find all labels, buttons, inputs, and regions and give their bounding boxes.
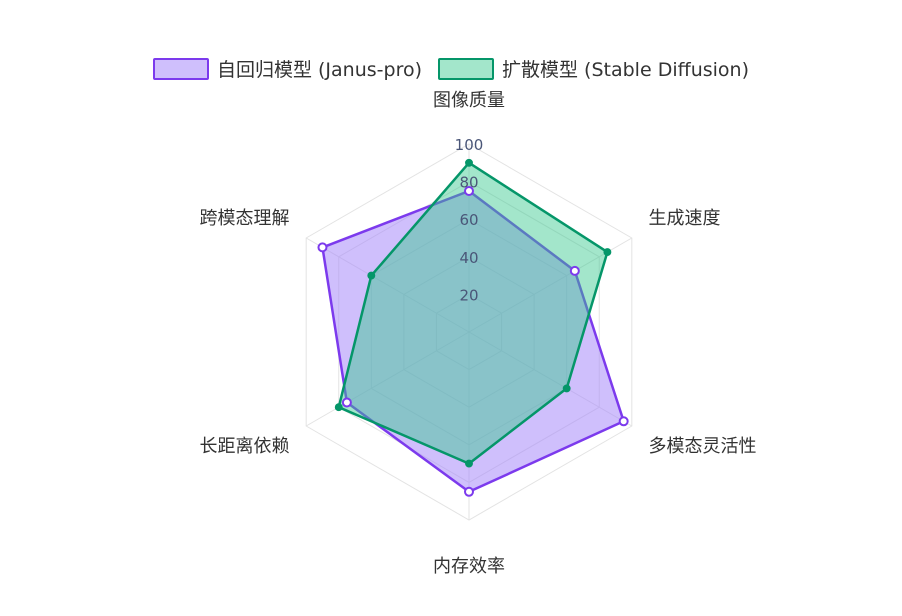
legend-item-autoregressive[interactable]: 自回归模型 (Janus-pro) bbox=[152, 55, 423, 82]
legend-item-diffusion[interactable]: 扩散模型 (Stable Diffusion) bbox=[438, 55, 749, 82]
axis-label: 生成速度 bbox=[648, 208, 720, 229]
series-0-point[interactable] bbox=[317, 242, 328, 253]
legend: 自回归模型 (Janus-pro) 扩散模型 (Stable Diffusion… bbox=[0, 55, 902, 82]
series-0-point[interactable] bbox=[618, 416, 629, 427]
legend-label-autoregressive: 自回归模型 (Janus-pro) bbox=[216, 59, 423, 81]
radial-tick-label: 40 bbox=[459, 249, 478, 267]
radial-ticks: 20 40 60 80 100 bbox=[455, 136, 484, 304]
radial-tick-label: 100 bbox=[455, 136, 484, 154]
axis-label: 内存效率 bbox=[433, 556, 505, 577]
series-0-point[interactable] bbox=[464, 186, 474, 196]
radar-series bbox=[317, 158, 629, 497]
legend-swatch-autoregressive bbox=[152, 57, 209, 80]
radial-tick-label: 80 bbox=[459, 174, 478, 192]
axis-label: 多模态灵活性 bbox=[648, 436, 756, 457]
series-1-point[interactable] bbox=[465, 158, 473, 167]
radial-tick-label: 20 bbox=[459, 286, 478, 304]
legend-swatch-diffusion bbox=[438, 57, 495, 80]
legend-label-diffusion: 扩散模型 (Stable Diffusion) bbox=[502, 59, 749, 81]
axis-label: 长距离依赖 bbox=[200, 436, 290, 457]
series-1-point[interactable] bbox=[367, 271, 376, 280]
axis-label: 图像质量 bbox=[433, 90, 505, 111]
series-1-point[interactable] bbox=[334, 403, 343, 412]
series-1-point[interactable] bbox=[562, 384, 571, 393]
axis-label: 跨模态理解 bbox=[200, 208, 290, 229]
series-0-point[interactable] bbox=[464, 486, 474, 497]
series-0-point[interactable] bbox=[341, 397, 352, 408]
series-1-point[interactable] bbox=[603, 248, 612, 257]
series-0-point[interactable] bbox=[569, 265, 580, 276]
series-1-point[interactable] bbox=[465, 459, 473, 468]
radial-tick-label: 60 bbox=[459, 211, 478, 229]
